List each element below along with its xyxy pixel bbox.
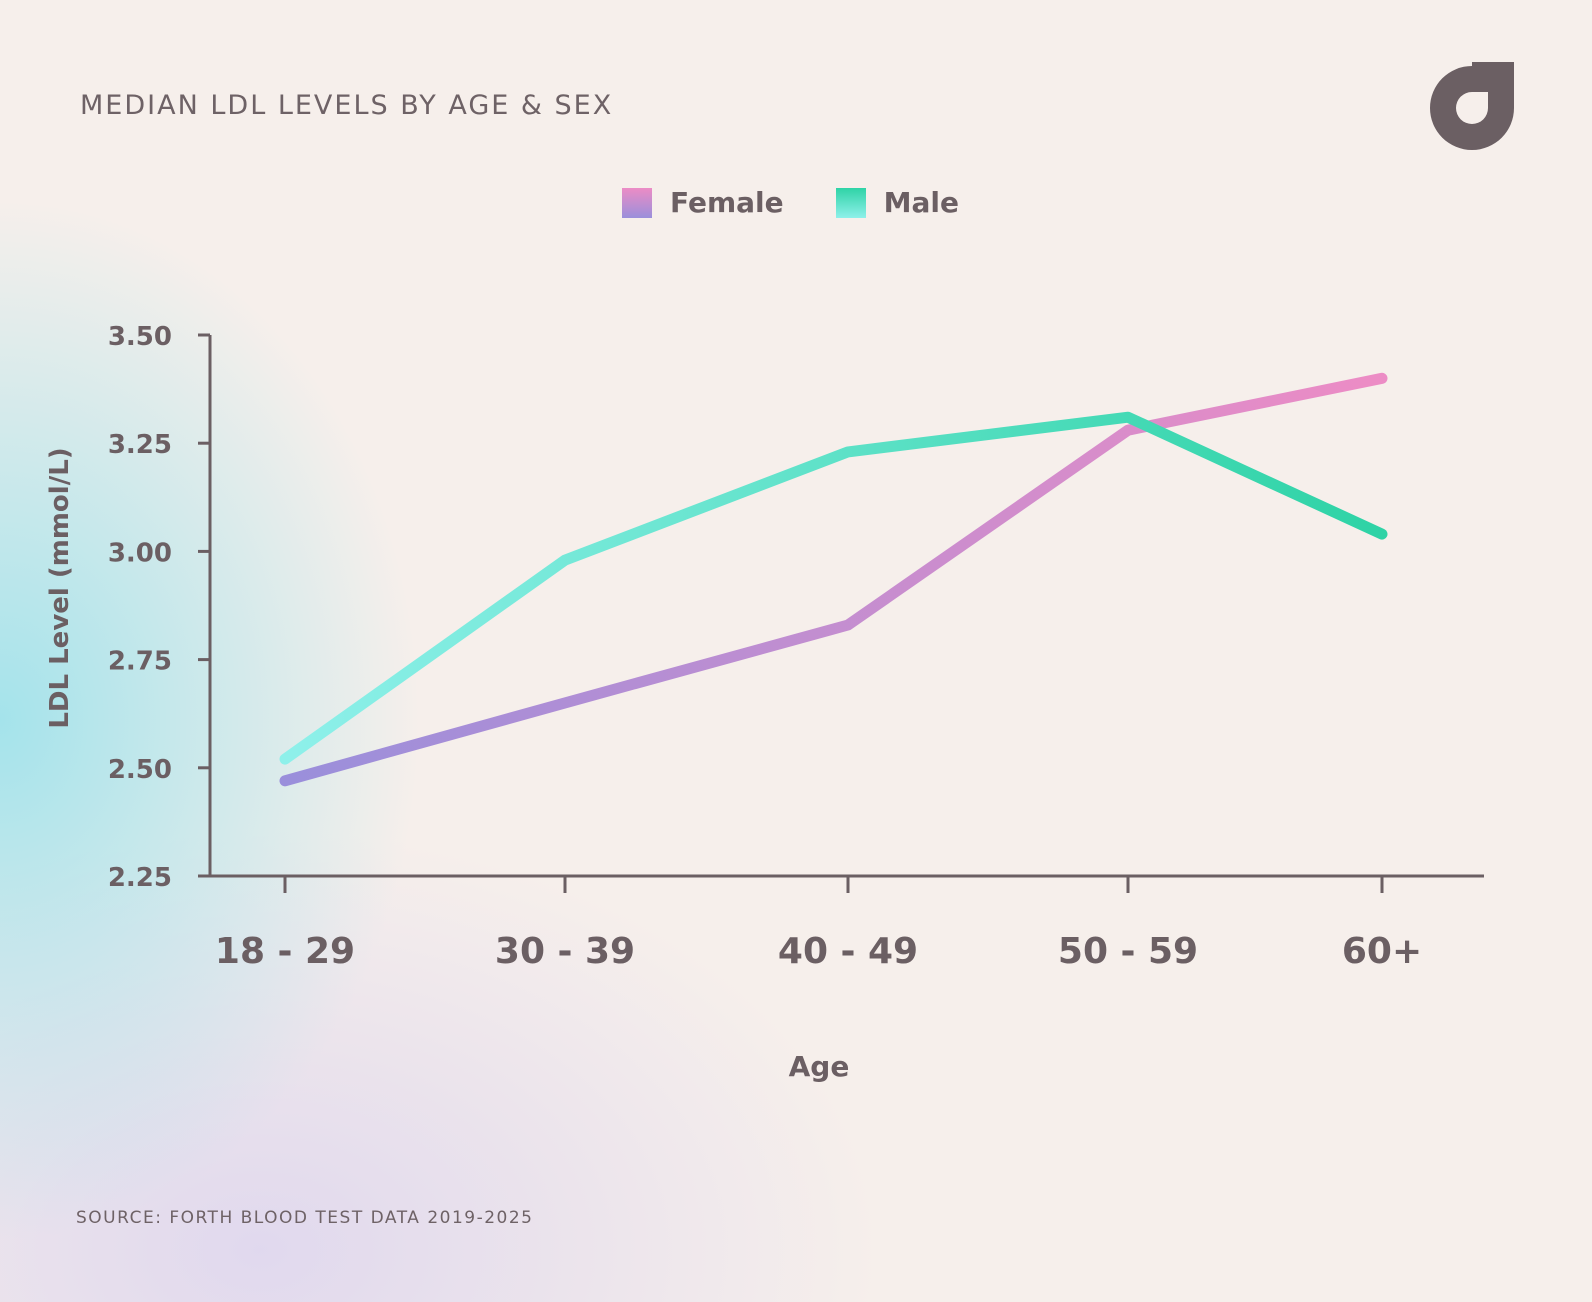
legend-item-male: Male bbox=[835, 186, 959, 219]
y-tick-label: 2.25 bbox=[108, 863, 172, 893]
x-tick-label: 50 - 59 bbox=[1058, 931, 1198, 972]
source-note: SOURCE: FORTH BLOOD TEST DATA 2019-2025 bbox=[76, 1208, 534, 1228]
y-tick-label: 3.50 bbox=[108, 322, 172, 352]
x-tick-label: 60+ bbox=[1342, 931, 1422, 972]
forth-logo-icon bbox=[1430, 62, 1514, 150]
x-tick-label: 40 - 49 bbox=[778, 931, 918, 972]
x-tick-label: 30 - 39 bbox=[495, 931, 635, 972]
legend-swatch-male bbox=[835, 187, 866, 218]
y-tick-label: 3.00 bbox=[108, 538, 172, 568]
chart-title: MEDIAN LDL LEVELS BY AGE & SEX bbox=[80, 90, 614, 121]
legend-label-male: Male bbox=[883, 186, 959, 219]
x-axis-title: Age bbox=[789, 1050, 850, 1083]
series-line-male bbox=[279, 411, 1388, 765]
legend-swatch-female bbox=[622, 187, 652, 218]
x-tick-label: 18 - 29 bbox=[215, 931, 355, 972]
y-tick-label: 2.75 bbox=[108, 647, 172, 677]
legend-label-female: Female bbox=[670, 186, 784, 219]
y-axis-title: LDL Level (mmol/L) bbox=[45, 447, 75, 728]
chart-legend: Female Male bbox=[622, 186, 959, 219]
y-tick-label: 2.50 bbox=[108, 755, 172, 785]
legend-item-female: Female bbox=[622, 186, 784, 219]
y-tick-label: 3.25 bbox=[108, 430, 172, 460]
series-line-female bbox=[279, 372, 1388, 787]
